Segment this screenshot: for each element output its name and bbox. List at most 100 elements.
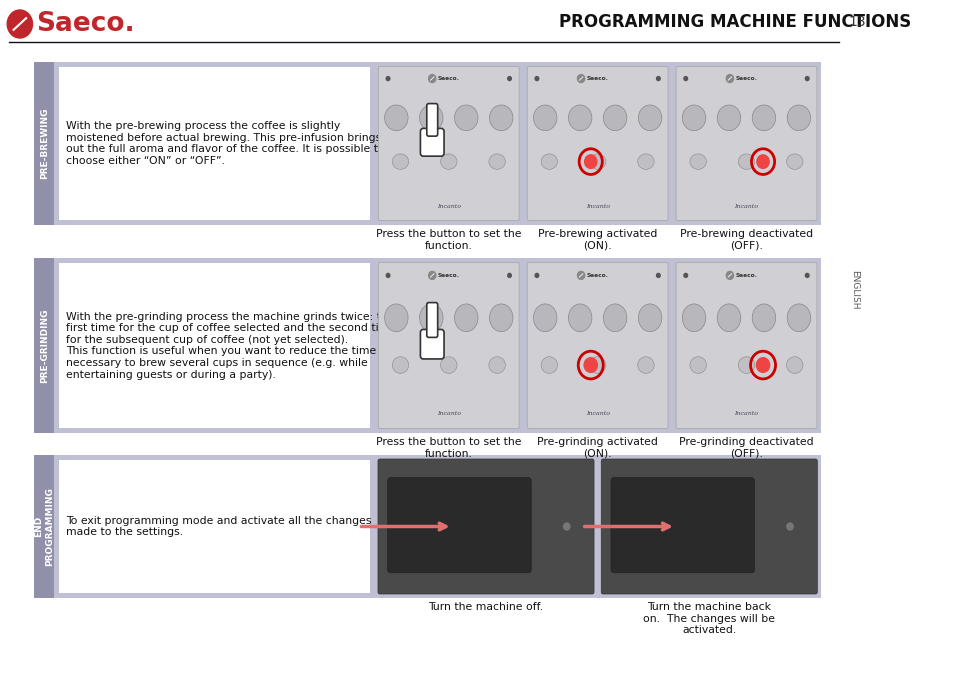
Text: Saeco.: Saeco. [586, 273, 608, 278]
Circle shape [386, 273, 390, 277]
Ellipse shape [738, 154, 754, 170]
FancyBboxPatch shape [387, 478, 531, 573]
Circle shape [804, 77, 808, 81]
Text: Pre-grinding deactivated
(OFF).: Pre-grinding deactivated (OFF). [679, 437, 813, 458]
Circle shape [535, 273, 538, 277]
Ellipse shape [540, 357, 557, 374]
Ellipse shape [568, 105, 591, 131]
FancyBboxPatch shape [610, 478, 754, 573]
Ellipse shape [637, 357, 654, 374]
Text: PRE-BREWING: PRE-BREWING [40, 108, 49, 179]
Bar [34, 455, 54, 598]
Circle shape [428, 271, 436, 279]
Circle shape [756, 155, 768, 168]
Ellipse shape [568, 304, 591, 332]
Circle shape [386, 77, 390, 81]
Text: Pre-grinding activated
(ON).: Pre-grinding activated (ON). [537, 437, 658, 458]
Text: PRE-GRINDING: PRE-GRINDING [40, 308, 49, 383]
Circle shape [8, 10, 32, 38]
Text: PROGRAMMING MACHINE FUNCTIONS: PROGRAMMING MACHINE FUNCTIONS [558, 13, 911, 31]
Circle shape [583, 358, 597, 372]
Text: Pre-brewing deactivated
(OFF).: Pre-brewing deactivated (OFF). [679, 229, 812, 250]
Circle shape [656, 77, 659, 81]
Circle shape [683, 77, 687, 81]
Text: Incanto: Incanto [585, 205, 609, 209]
Ellipse shape [440, 357, 456, 374]
Bar [34, 258, 820, 433]
Ellipse shape [786, 154, 802, 170]
Text: Saeco.: Saeco. [735, 76, 757, 81]
FancyBboxPatch shape [676, 67, 816, 221]
Text: 13: 13 [847, 15, 864, 29]
Ellipse shape [533, 105, 557, 131]
Circle shape [725, 75, 733, 83]
Circle shape [563, 523, 569, 530]
Ellipse shape [589, 357, 605, 374]
Ellipse shape [681, 105, 705, 131]
Circle shape [756, 358, 769, 372]
FancyBboxPatch shape [426, 303, 437, 337]
Text: Incanto: Incanto [734, 411, 758, 417]
Text: Saeco.: Saeco. [437, 76, 459, 81]
Ellipse shape [717, 105, 740, 131]
Ellipse shape [489, 105, 513, 131]
Text: Press the button to set the
function.: Press the button to set the function. [375, 229, 521, 250]
FancyBboxPatch shape [600, 459, 817, 594]
Ellipse shape [540, 154, 557, 170]
Ellipse shape [589, 154, 605, 170]
Text: Turn the machine back
on.  The changes will be
activated.: Turn the machine back on. The changes wi… [642, 602, 775, 635]
Circle shape [535, 77, 538, 81]
Ellipse shape [738, 357, 754, 374]
Text: Incanto: Incanto [436, 411, 460, 417]
Circle shape [577, 271, 584, 279]
Text: Saeco.: Saeco. [735, 273, 757, 278]
FancyBboxPatch shape [58, 460, 370, 593]
Ellipse shape [786, 304, 810, 332]
Ellipse shape [786, 105, 810, 131]
Bar [34, 258, 54, 433]
Bar [34, 62, 54, 225]
Circle shape [786, 523, 792, 530]
Ellipse shape [681, 304, 705, 332]
Ellipse shape [689, 154, 705, 170]
Ellipse shape [384, 105, 408, 131]
Circle shape [507, 273, 511, 277]
Circle shape [428, 75, 436, 83]
Ellipse shape [752, 105, 775, 131]
Bar [34, 455, 820, 598]
Ellipse shape [638, 105, 661, 131]
Ellipse shape [689, 357, 705, 374]
Ellipse shape [752, 304, 775, 332]
Ellipse shape [488, 154, 505, 170]
Ellipse shape [533, 304, 557, 332]
FancyBboxPatch shape [58, 263, 370, 428]
Text: Incanto: Incanto [585, 411, 609, 417]
Circle shape [804, 273, 808, 277]
Ellipse shape [419, 105, 442, 131]
Circle shape [725, 271, 733, 279]
FancyBboxPatch shape [527, 67, 667, 221]
Ellipse shape [440, 154, 456, 170]
FancyBboxPatch shape [527, 262, 667, 429]
Bar [34, 62, 820, 225]
Text: END
PROGRAMMING: END PROGRAMMING [34, 487, 54, 566]
Ellipse shape [392, 154, 408, 170]
Ellipse shape [419, 304, 442, 332]
Text: Incanto: Incanto [734, 205, 758, 209]
Text: Press the button to set the
function.: Press the button to set the function. [375, 437, 521, 458]
Ellipse shape [489, 304, 513, 332]
Circle shape [507, 77, 511, 81]
Circle shape [656, 273, 659, 277]
Ellipse shape [384, 304, 408, 332]
Ellipse shape [454, 105, 477, 131]
FancyBboxPatch shape [676, 262, 816, 429]
Text: Incanto: Incanto [436, 205, 460, 209]
FancyBboxPatch shape [420, 129, 443, 156]
FancyBboxPatch shape [420, 330, 443, 359]
FancyBboxPatch shape [377, 459, 594, 594]
Text: Saeco.: Saeco. [437, 273, 459, 278]
Ellipse shape [717, 304, 740, 332]
Text: To exit programming mode and activate all the changes
made to the settings.: To exit programming mode and activate al… [66, 516, 371, 537]
Text: Pre-brewing activated
(ON).: Pre-brewing activated (ON). [537, 229, 657, 250]
Text: Turn the machine off.: Turn the machine off. [428, 602, 543, 612]
